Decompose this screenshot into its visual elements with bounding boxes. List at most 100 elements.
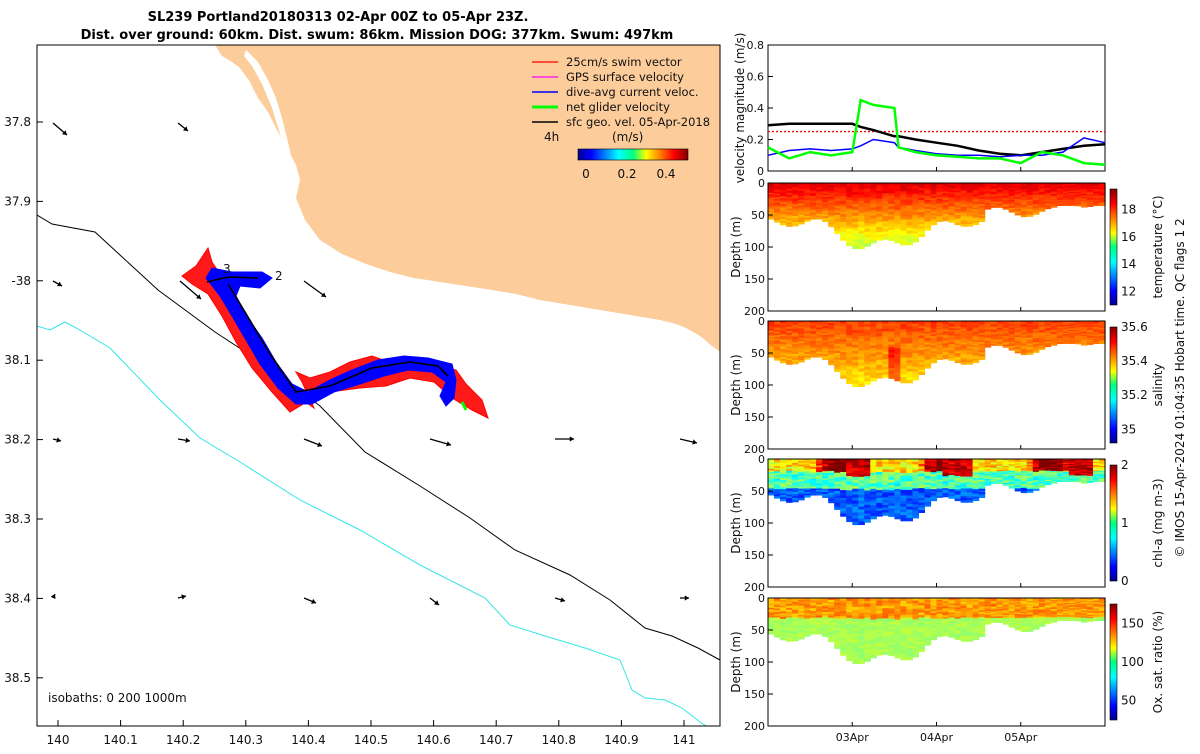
profile-cell bbox=[852, 384, 859, 388]
profile-cell bbox=[882, 513, 889, 516]
profile-cell bbox=[1063, 480, 1070, 482]
lat-tick-label: 38.4 bbox=[4, 591, 31, 605]
profile-cell bbox=[846, 243, 853, 246]
profile-cell bbox=[846, 375, 853, 378]
profile-cell bbox=[1057, 619, 1064, 621]
profile-cell bbox=[1051, 482, 1058, 484]
profile-cell bbox=[786, 224, 793, 227]
profile-cell bbox=[846, 646, 853, 649]
colorbar-tick-1: 0.2 bbox=[617, 167, 636, 181]
colorbar-units: (m/s) bbox=[612, 130, 643, 144]
profile-cell bbox=[780, 361, 787, 364]
profile-cell bbox=[798, 637, 805, 640]
profile-cell bbox=[846, 206, 853, 209]
velocity-ylabel: velocity magnitude (m/s) bbox=[733, 33, 747, 184]
profile-cell bbox=[900, 380, 907, 383]
track-label-2: 2 bbox=[275, 269, 283, 283]
profile-cell bbox=[846, 612, 853, 615]
profile-cell bbox=[979, 358, 986, 360]
profile-cell bbox=[979, 496, 986, 498]
profile-cell bbox=[949, 220, 956, 222]
profile-cell bbox=[846, 349, 853, 352]
profile-cell bbox=[906, 487, 913, 490]
profile-cell bbox=[846, 186, 853, 189]
profile-cell bbox=[1057, 342, 1064, 344]
profile-cell bbox=[1045, 622, 1052, 624]
profile-cell bbox=[906, 349, 913, 352]
profile-cell bbox=[961, 224, 968, 227]
colorbar-tick-2: 0.4 bbox=[656, 167, 675, 181]
profile-cell bbox=[900, 203, 907, 206]
lat-tick-label: 38.2 bbox=[4, 433, 31, 447]
depth-tick-label: 0 bbox=[758, 453, 765, 466]
depth-tick-label: 100 bbox=[744, 379, 765, 392]
profile-cell bbox=[1021, 353, 1028, 355]
depth-tick-label: 100 bbox=[744, 517, 765, 530]
profile-cell bbox=[846, 621, 853, 624]
profile-cell bbox=[846, 658, 853, 661]
profile-cell bbox=[991, 482, 998, 484]
lat-tick-label: 37.9 bbox=[4, 194, 31, 208]
profile-cell bbox=[985, 623, 992, 625]
profile-cell bbox=[864, 243, 871, 247]
profile-cell bbox=[804, 357, 811, 359]
speed-colorbar bbox=[578, 149, 688, 160]
profile-cell bbox=[810, 493, 817, 495]
profile-cell bbox=[967, 362, 974, 365]
profile-cell bbox=[786, 500, 793, 503]
profile-cell bbox=[1063, 342, 1070, 344]
profile-cell bbox=[1039, 210, 1046, 212]
profile-cell bbox=[1075, 205, 1082, 207]
profile-cell bbox=[792, 224, 799, 227]
profile-cell bbox=[955, 223, 962, 226]
profile-cell bbox=[979, 635, 986, 637]
profile-cell bbox=[949, 496, 956, 498]
profile-cell bbox=[1009, 349, 1016, 351]
profile-cell bbox=[1087, 205, 1094, 207]
profile-cell bbox=[846, 513, 853, 516]
profile-cell bbox=[906, 518, 913, 521]
profile-cell bbox=[864, 658, 871, 662]
profile-cell bbox=[1015, 628, 1022, 630]
profile-cell bbox=[1003, 208, 1010, 210]
depth-tick-label: 150 bbox=[744, 549, 765, 562]
profile-cell bbox=[876, 375, 883, 378]
profile-cell bbox=[870, 378, 877, 381]
profile-cell bbox=[846, 482, 853, 485]
profile-cell bbox=[852, 246, 859, 250]
profile-cell bbox=[931, 223, 938, 226]
profile-cell bbox=[918, 510, 925, 513]
profile-cell bbox=[888, 653, 895, 656]
profile-cell bbox=[786, 639, 793, 642]
profile-cell bbox=[931, 638, 938, 641]
profile-cell bbox=[1057, 480, 1064, 482]
colorbar-tick-label: 35 bbox=[1121, 422, 1136, 436]
profile-cell bbox=[925, 643, 932, 646]
colorbar-tick-label: 18 bbox=[1121, 202, 1136, 216]
profile-cell bbox=[961, 639, 968, 642]
profile-cell bbox=[798, 498, 805, 501]
profile-cell bbox=[912, 515, 919, 518]
profile-cell bbox=[1075, 481, 1082, 483]
lon-tick-label: 140 bbox=[47, 733, 70, 747]
profile-cell bbox=[774, 635, 781, 637]
colorbar-tick-label: 35.2 bbox=[1121, 388, 1148, 402]
profile-cell bbox=[816, 217, 823, 219]
profile-cell bbox=[900, 341, 907, 344]
profile-cell bbox=[882, 375, 889, 378]
profile-cell bbox=[840, 238, 847, 241]
profile-cell bbox=[961, 362, 968, 365]
legend-dive: dive-avg current veloc. bbox=[566, 85, 699, 99]
profile-cell bbox=[1069, 480, 1076, 482]
depth-tick-label: 50 bbox=[751, 485, 765, 498]
profile-cell bbox=[918, 372, 925, 375]
profile-cell bbox=[768, 493, 775, 495]
profile-cell bbox=[846, 231, 853, 234]
profile-cell bbox=[846, 499, 853, 502]
profile-cell bbox=[798, 222, 805, 225]
depth-axis-label: Depth (m) bbox=[729, 492, 743, 553]
profile-cell bbox=[882, 237, 889, 240]
lon-tick-label: 141 bbox=[673, 733, 696, 747]
